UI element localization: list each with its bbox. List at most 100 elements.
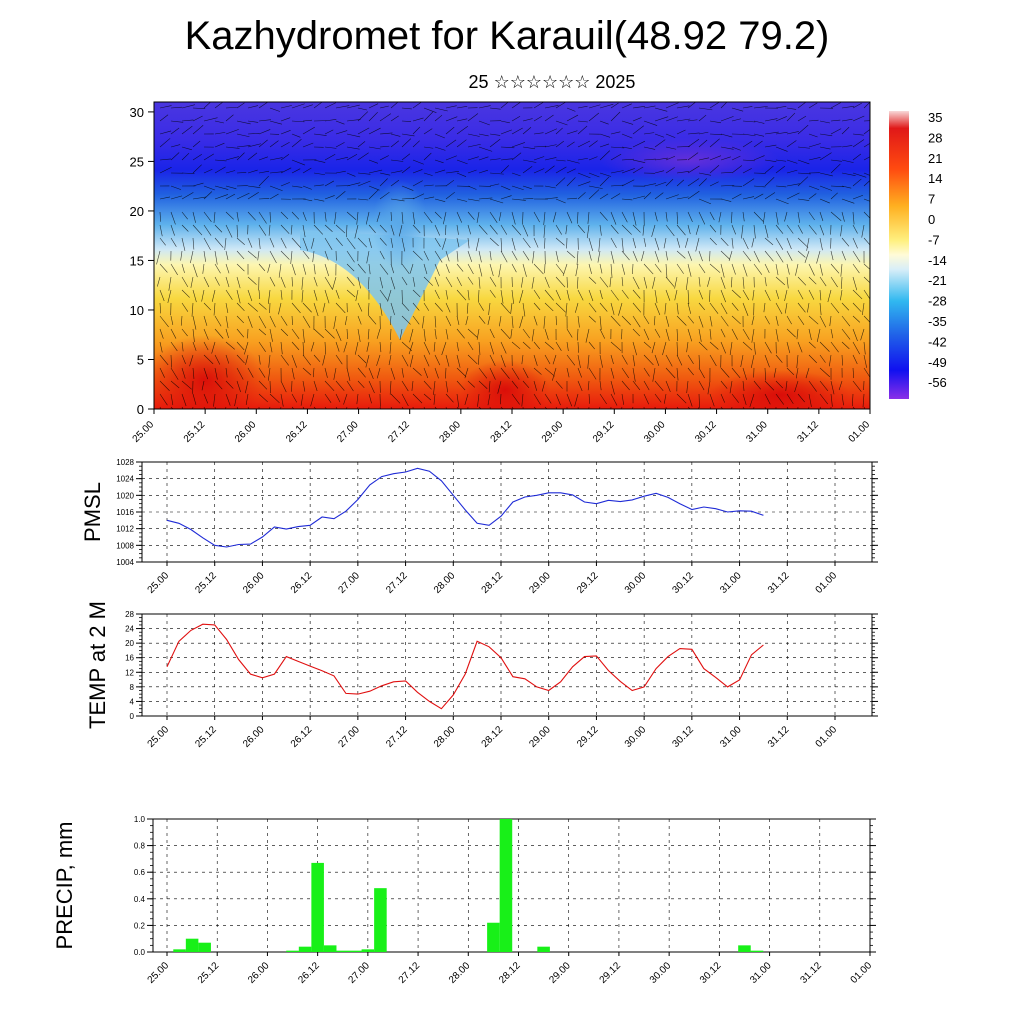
wind-barb	[808, 393, 812, 407]
wind-barb	[313, 133, 327, 136]
wind-barb	[841, 328, 851, 340]
wind-barb	[181, 289, 190, 298]
wind-barb	[170, 127, 180, 135]
wind-barb	[500, 102, 509, 109]
wind-barb	[720, 406, 724, 409]
wind-barb	[808, 380, 817, 392]
wind-barb	[236, 102, 245, 109]
wind-barb	[562, 263, 568, 277]
wind-barb	[841, 159, 854, 163]
wind-barb	[258, 302, 267, 310]
wind-barb	[797, 176, 809, 187]
wind-barbs	[156, 102, 870, 409]
precip-bar	[750, 950, 764, 952]
heatmap-y-tick-label: 0	[137, 402, 144, 417]
x-tick-label: 27.00	[337, 570, 363, 596]
wind-barb	[333, 315, 337, 329]
wind-barb	[467, 328, 478, 338]
wind-barb	[423, 146, 434, 149]
x-tick-label: 28.00	[432, 724, 458, 750]
wind-barb	[291, 237, 302, 249]
wind-barb	[841, 145, 853, 148]
wind-barb	[456, 224, 459, 235]
wind-barb	[170, 237, 177, 247]
wind-barb	[302, 119, 313, 122]
wind-barb	[214, 250, 218, 265]
wind-barb	[577, 328, 579, 341]
wind-barb	[577, 224, 586, 234]
wind-barb	[775, 380, 784, 389]
heatmap-x-tick-label: 30.12	[693, 419, 719, 445]
wind-barb	[467, 169, 477, 174]
wind-barb	[742, 120, 756, 123]
colorbar-label: 14	[928, 171, 942, 186]
y-tick-label: 0.0	[134, 948, 146, 957]
wind-barb	[465, 315, 469, 326]
wind-barb	[775, 185, 787, 188]
wind-barb	[552, 354, 557, 365]
wind-barb	[269, 157, 283, 161]
wind-barb	[322, 354, 326, 366]
wind-barb	[588, 341, 595, 350]
wind-barb	[588, 276, 597, 284]
wind-barb	[687, 328, 693, 342]
wind-barb	[357, 198, 369, 201]
wind-barb	[808, 193, 817, 200]
wind-barb	[654, 289, 658, 304]
wind-barb	[729, 341, 733, 356]
wind-barb	[401, 367, 404, 378]
wind-barb	[632, 341, 637, 356]
wind-barb	[368, 224, 376, 234]
wind-barb	[632, 289, 641, 299]
wind-barb	[500, 341, 507, 354]
wind-barb	[379, 191, 390, 200]
wind-barb	[500, 354, 506, 368]
wind-barb	[795, 367, 799, 379]
wind-barb	[588, 104, 601, 109]
wind-barb	[214, 185, 229, 190]
wind-barb	[552, 367, 557, 381]
y-tick-label: 1004	[116, 558, 134, 567]
wind-barb	[651, 224, 656, 237]
wind-barb	[181, 224, 189, 232]
wind-barb	[291, 120, 305, 123]
wind-barb	[687, 190, 700, 200]
wind-barb	[478, 341, 481, 355]
wind-barb	[610, 393, 618, 406]
wind-barb	[764, 380, 775, 391]
wind-barb	[159, 289, 165, 302]
heatmap-x-tick-label: 30.00	[642, 419, 668, 445]
wind-barb	[225, 393, 231, 406]
wind-barb	[709, 164, 720, 174]
wind-barb	[290, 224, 293, 235]
y-tick-label: 0	[130, 712, 135, 721]
wind-barb	[797, 393, 805, 403]
wind-barb	[354, 224, 359, 239]
heatmap-y-tick-label: 5	[137, 352, 144, 367]
wind-barb	[852, 302, 862, 312]
wind-barb	[247, 169, 258, 174]
wind-barb	[291, 211, 300, 220]
x-tick-label: 26.12	[296, 960, 322, 986]
wind-barb	[577, 181, 591, 187]
wind-barb	[423, 276, 434, 286]
wind-barb	[533, 367, 542, 375]
wind-barb	[291, 393, 298, 403]
wind-barb	[731, 289, 741, 299]
wind-barb	[511, 289, 514, 304]
wind-barb	[379, 302, 383, 316]
wind-barb	[797, 172, 811, 175]
wind-barb	[566, 130, 578, 135]
wind-barb	[487, 315, 491, 325]
wind-barb	[214, 194, 229, 200]
wind-barb	[751, 315, 755, 326]
wind-barb	[464, 367, 469, 379]
wind-barb	[401, 393, 409, 407]
wind-barb	[478, 146, 493, 152]
x-tick-label: 01.00	[814, 570, 840, 596]
wind-barb	[478, 156, 489, 161]
wind-barb	[467, 156, 479, 161]
wind-barb	[291, 406, 295, 409]
wind-barb	[522, 250, 530, 261]
